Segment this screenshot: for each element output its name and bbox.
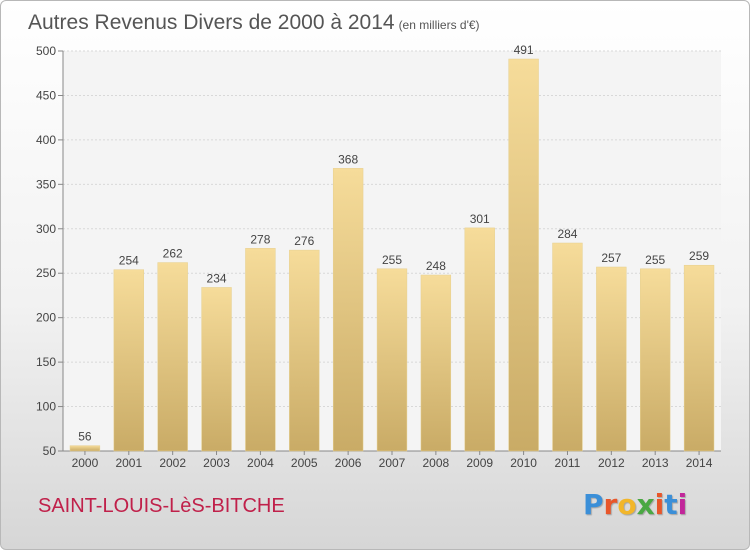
- bar: [158, 263, 188, 451]
- y-tick-label: 150: [36, 355, 56, 369]
- bar: [202, 287, 232, 451]
- y-tick-label: 300: [36, 222, 56, 236]
- x-tick-label: 2009: [466, 456, 493, 470]
- y-tick-label: 400: [36, 133, 56, 147]
- x-tick-label: 2013: [642, 456, 669, 470]
- x-tick-label: 2014: [686, 456, 713, 470]
- x-tick-label: 2010: [510, 456, 537, 470]
- bar: [114, 270, 144, 451]
- logo-letter: x: [637, 488, 655, 521]
- x-tick-label: 2012: [598, 456, 625, 470]
- bar: [509, 59, 539, 451]
- data-label: 254: [119, 254, 139, 268]
- bar: [245, 248, 275, 451]
- x-tick-label: 2004: [247, 456, 274, 470]
- data-label: 491: [514, 43, 534, 57]
- logo-letter: P: [583, 488, 604, 521]
- bar: [596, 267, 626, 451]
- y-tick-label: 100: [36, 400, 56, 414]
- data-label: 56: [78, 430, 92, 444]
- data-label: 301: [470, 212, 490, 226]
- logo-letter: t: [664, 488, 677, 521]
- data-label: 368: [338, 152, 358, 166]
- x-tick-label: 2002: [159, 456, 186, 470]
- logo-letter: i: [678, 488, 688, 521]
- x-tick-label: 2000: [72, 456, 99, 470]
- bar: [70, 446, 100, 451]
- y-tick-label: 250: [36, 266, 56, 280]
- proxiti-logo: Proxiti: [583, 488, 687, 521]
- bar: [684, 265, 714, 451]
- y-tick-label: 450: [36, 88, 56, 102]
- data-label: 259: [689, 249, 709, 263]
- y-tick-label: 200: [36, 311, 56, 325]
- commune-name: SAINT-LOUIS-LèS-BITCHE: [38, 495, 285, 518]
- data-label: 284: [557, 227, 577, 241]
- data-label: 255: [382, 253, 402, 267]
- x-tick-label: 2008: [423, 456, 450, 470]
- data-label: 262: [163, 247, 183, 261]
- y-tick-label: 50: [43, 444, 57, 458]
- bar: [465, 228, 495, 451]
- bar: [333, 168, 363, 451]
- bar: [289, 250, 319, 451]
- data-label: 257: [601, 251, 621, 265]
- x-tick-label: 2011: [555, 456, 581, 470]
- x-tick-label: 2007: [379, 456, 406, 470]
- logo-letter: r: [604, 488, 618, 521]
- x-tick-label: 2003: [203, 456, 230, 470]
- x-tick-label: 2005: [291, 456, 318, 470]
- bar: [377, 269, 407, 451]
- x-tick-label: 2006: [335, 456, 362, 470]
- bar: [640, 269, 670, 451]
- data-label: 255: [645, 253, 665, 267]
- data-label: 276: [294, 234, 314, 248]
- logo-letter: i: [655, 488, 665, 521]
- y-tick-label: 350: [36, 177, 56, 191]
- x-tick-label: 2001: [115, 456, 142, 470]
- bar: [553, 243, 583, 451]
- data-label: 248: [426, 259, 446, 273]
- y-tick-label: 500: [36, 44, 56, 58]
- data-label: 234: [207, 271, 227, 285]
- bar: [421, 275, 451, 451]
- logo-letter: o: [617, 488, 636, 521]
- data-label: 278: [250, 232, 270, 246]
